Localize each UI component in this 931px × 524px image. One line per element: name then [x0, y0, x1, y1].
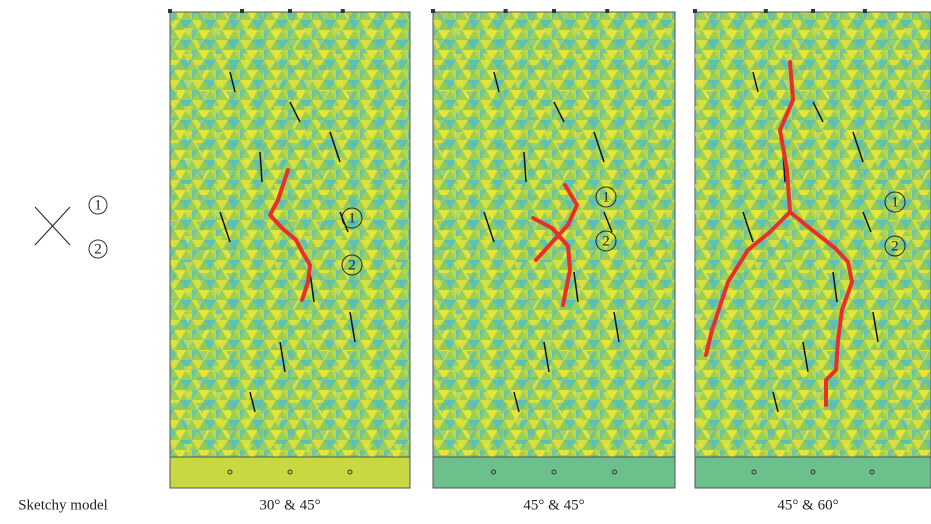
panel: 1 2 30° & 45° — [168, 9, 410, 513]
top-node — [431, 9, 435, 13]
mesh-overlay — [433, 12, 675, 457]
base-plate — [170, 457, 410, 488]
legend-label: 2 — [94, 241, 102, 257]
panel: 1 2 45° & 60° — [693, 9, 931, 513]
top-node — [811, 9, 815, 13]
panels: 1 2 30° & 45° 1 2 45° & 45° 1 2 45° & 60° — [168, 9, 931, 513]
top-node — [288, 9, 292, 13]
panel-label: 1 — [602, 189, 610, 205]
panel-caption: 45° & 60° — [777, 497, 838, 513]
panel-label: 1 — [891, 194, 899, 210]
base-plate — [695, 457, 931, 488]
mesh-overlay — [695, 12, 931, 457]
panel-caption: 30° & 45° — [259, 497, 320, 513]
top-node — [605, 9, 609, 13]
top-node — [693, 9, 697, 13]
base-plate — [433, 457, 675, 488]
panel-caption: 45° & 45° — [523, 497, 584, 513]
top-node — [552, 9, 556, 13]
panel: 1 2 45° & 45° — [431, 9, 675, 513]
top-node — [341, 9, 345, 13]
top-node — [168, 9, 172, 13]
top-node — [863, 9, 867, 13]
legend: 1 2 Sketchy model — [18, 196, 108, 513]
top-node — [504, 9, 508, 13]
top-node — [764, 9, 768, 13]
panel-label: 2 — [348, 257, 356, 273]
panel-label: 2 — [602, 233, 610, 249]
legend-label: 1 — [94, 197, 102, 213]
legend-caption: Sketchy model — [18, 497, 108, 513]
figure: 1 2 Sketchy model 1 2 30° & 45° 1 2 45° & 45°… — [0, 0, 931, 519]
panel-label: 2 — [891, 238, 899, 254]
panel-label: 1 — [348, 210, 356, 226]
top-node — [240, 9, 244, 13]
